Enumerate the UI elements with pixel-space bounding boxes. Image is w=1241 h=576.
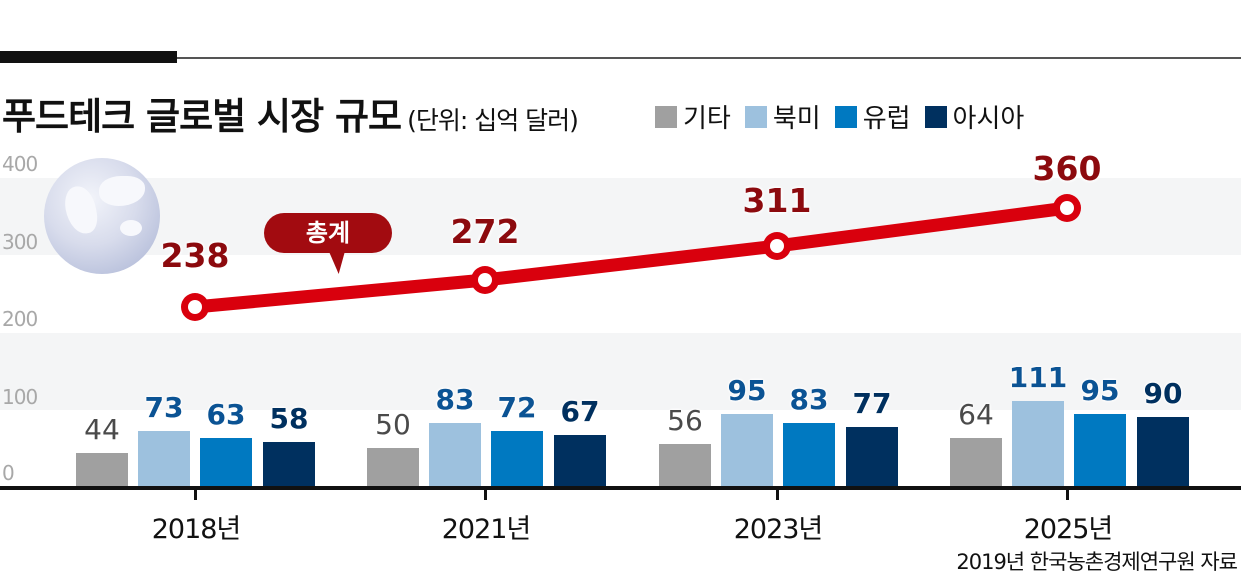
x-tick xyxy=(194,488,197,500)
legend-label: 북미 xyxy=(772,104,821,134)
bar xyxy=(950,437,1002,487)
bar xyxy=(659,443,711,487)
total-value-label: 272 xyxy=(450,212,520,251)
x-label-2025: 2025년 xyxy=(1023,514,1114,545)
bar-value-label: 50 xyxy=(375,408,411,442)
total-value-label: 311 xyxy=(742,181,812,220)
bar-value-label: 67 xyxy=(560,395,600,429)
legend-swatch-icon xyxy=(655,105,677,128)
x-tick xyxy=(484,488,487,500)
legend-item-europe: 유럽 xyxy=(834,98,911,135)
bar-value-label: 111 xyxy=(1008,361,1068,395)
bar xyxy=(200,438,252,487)
y-tick-200: 200 xyxy=(2,307,38,331)
bar xyxy=(429,422,481,487)
legend-label: 유럽 xyxy=(862,104,911,134)
bar-value-label: 44 xyxy=(84,412,120,446)
callout-tail xyxy=(328,250,349,274)
bar xyxy=(263,442,315,487)
header-rule-thin xyxy=(177,57,1241,59)
total-value-label: 238 xyxy=(160,236,230,275)
bar xyxy=(76,452,128,487)
total-value-label: 360 xyxy=(1032,149,1102,188)
bar-value-label: 64 xyxy=(958,397,994,431)
bar-value-label: 90 xyxy=(1143,377,1183,411)
bar-value-label: 83 xyxy=(435,382,475,416)
x-tick xyxy=(776,488,779,500)
legend-swatch-icon xyxy=(834,105,857,128)
y-tick-100: 100 xyxy=(2,385,38,409)
chart-unit: (단위: 십억 달러) xyxy=(407,106,579,135)
bar xyxy=(138,430,190,487)
legend-label: 아시아 xyxy=(952,104,1025,134)
chart-title-text: 푸드테크 글로벌 시장 규모 xyxy=(2,95,402,138)
x-label-2021: 2021년 xyxy=(441,514,532,545)
bar xyxy=(491,431,543,487)
bar-value-label: 95 xyxy=(727,373,767,407)
bar-value-label: 72 xyxy=(497,391,537,425)
header-rule-thick xyxy=(0,51,177,63)
y-tick-400: 400 xyxy=(2,152,38,176)
legend: 기타 북미 유럽 아시아 xyxy=(655,98,1038,135)
bar-value-label: 73 xyxy=(144,390,184,424)
bar-value-label: 63 xyxy=(206,398,246,432)
bar xyxy=(554,435,606,487)
bar xyxy=(1137,417,1189,487)
legend-swatch-icon xyxy=(744,105,767,128)
source-note: 2019년 한국농촌경제연구원 자료 xyxy=(956,550,1238,574)
bar-value-label: 77 xyxy=(852,387,892,421)
legend-item-north-america: 북미 xyxy=(744,98,821,135)
y-tick-0: 0 xyxy=(2,461,15,485)
y-tick-300: 300 xyxy=(2,230,38,254)
bar xyxy=(1012,401,1064,487)
bar xyxy=(721,413,773,487)
bar xyxy=(846,427,898,487)
x-tick xyxy=(1066,488,1069,500)
total-callout: 총계 xyxy=(264,213,392,253)
grid-band-100-200 xyxy=(0,333,1241,410)
legend-swatch-icon xyxy=(924,105,947,128)
x-label-2023: 2023년 xyxy=(733,514,824,545)
bar xyxy=(1074,413,1126,487)
x-axis-line xyxy=(0,486,1241,490)
bar-value-label: 58 xyxy=(269,402,309,436)
legend-item-other: 기타 xyxy=(655,98,731,135)
bar xyxy=(783,422,835,487)
legend-label: 기타 xyxy=(683,104,731,134)
legend-item-asia: 아시아 xyxy=(924,98,1025,135)
globe-icon xyxy=(44,158,160,274)
bar-value-label: 83 xyxy=(789,382,829,416)
bar-value-label: 56 xyxy=(667,403,703,437)
x-label-2018: 2018년 xyxy=(151,514,242,545)
bar xyxy=(367,448,419,487)
chart-title: 푸드테크 글로벌 시장 규모 (단위: 십억 달러) xyxy=(2,86,579,140)
bar-value-label: 95 xyxy=(1080,373,1120,407)
